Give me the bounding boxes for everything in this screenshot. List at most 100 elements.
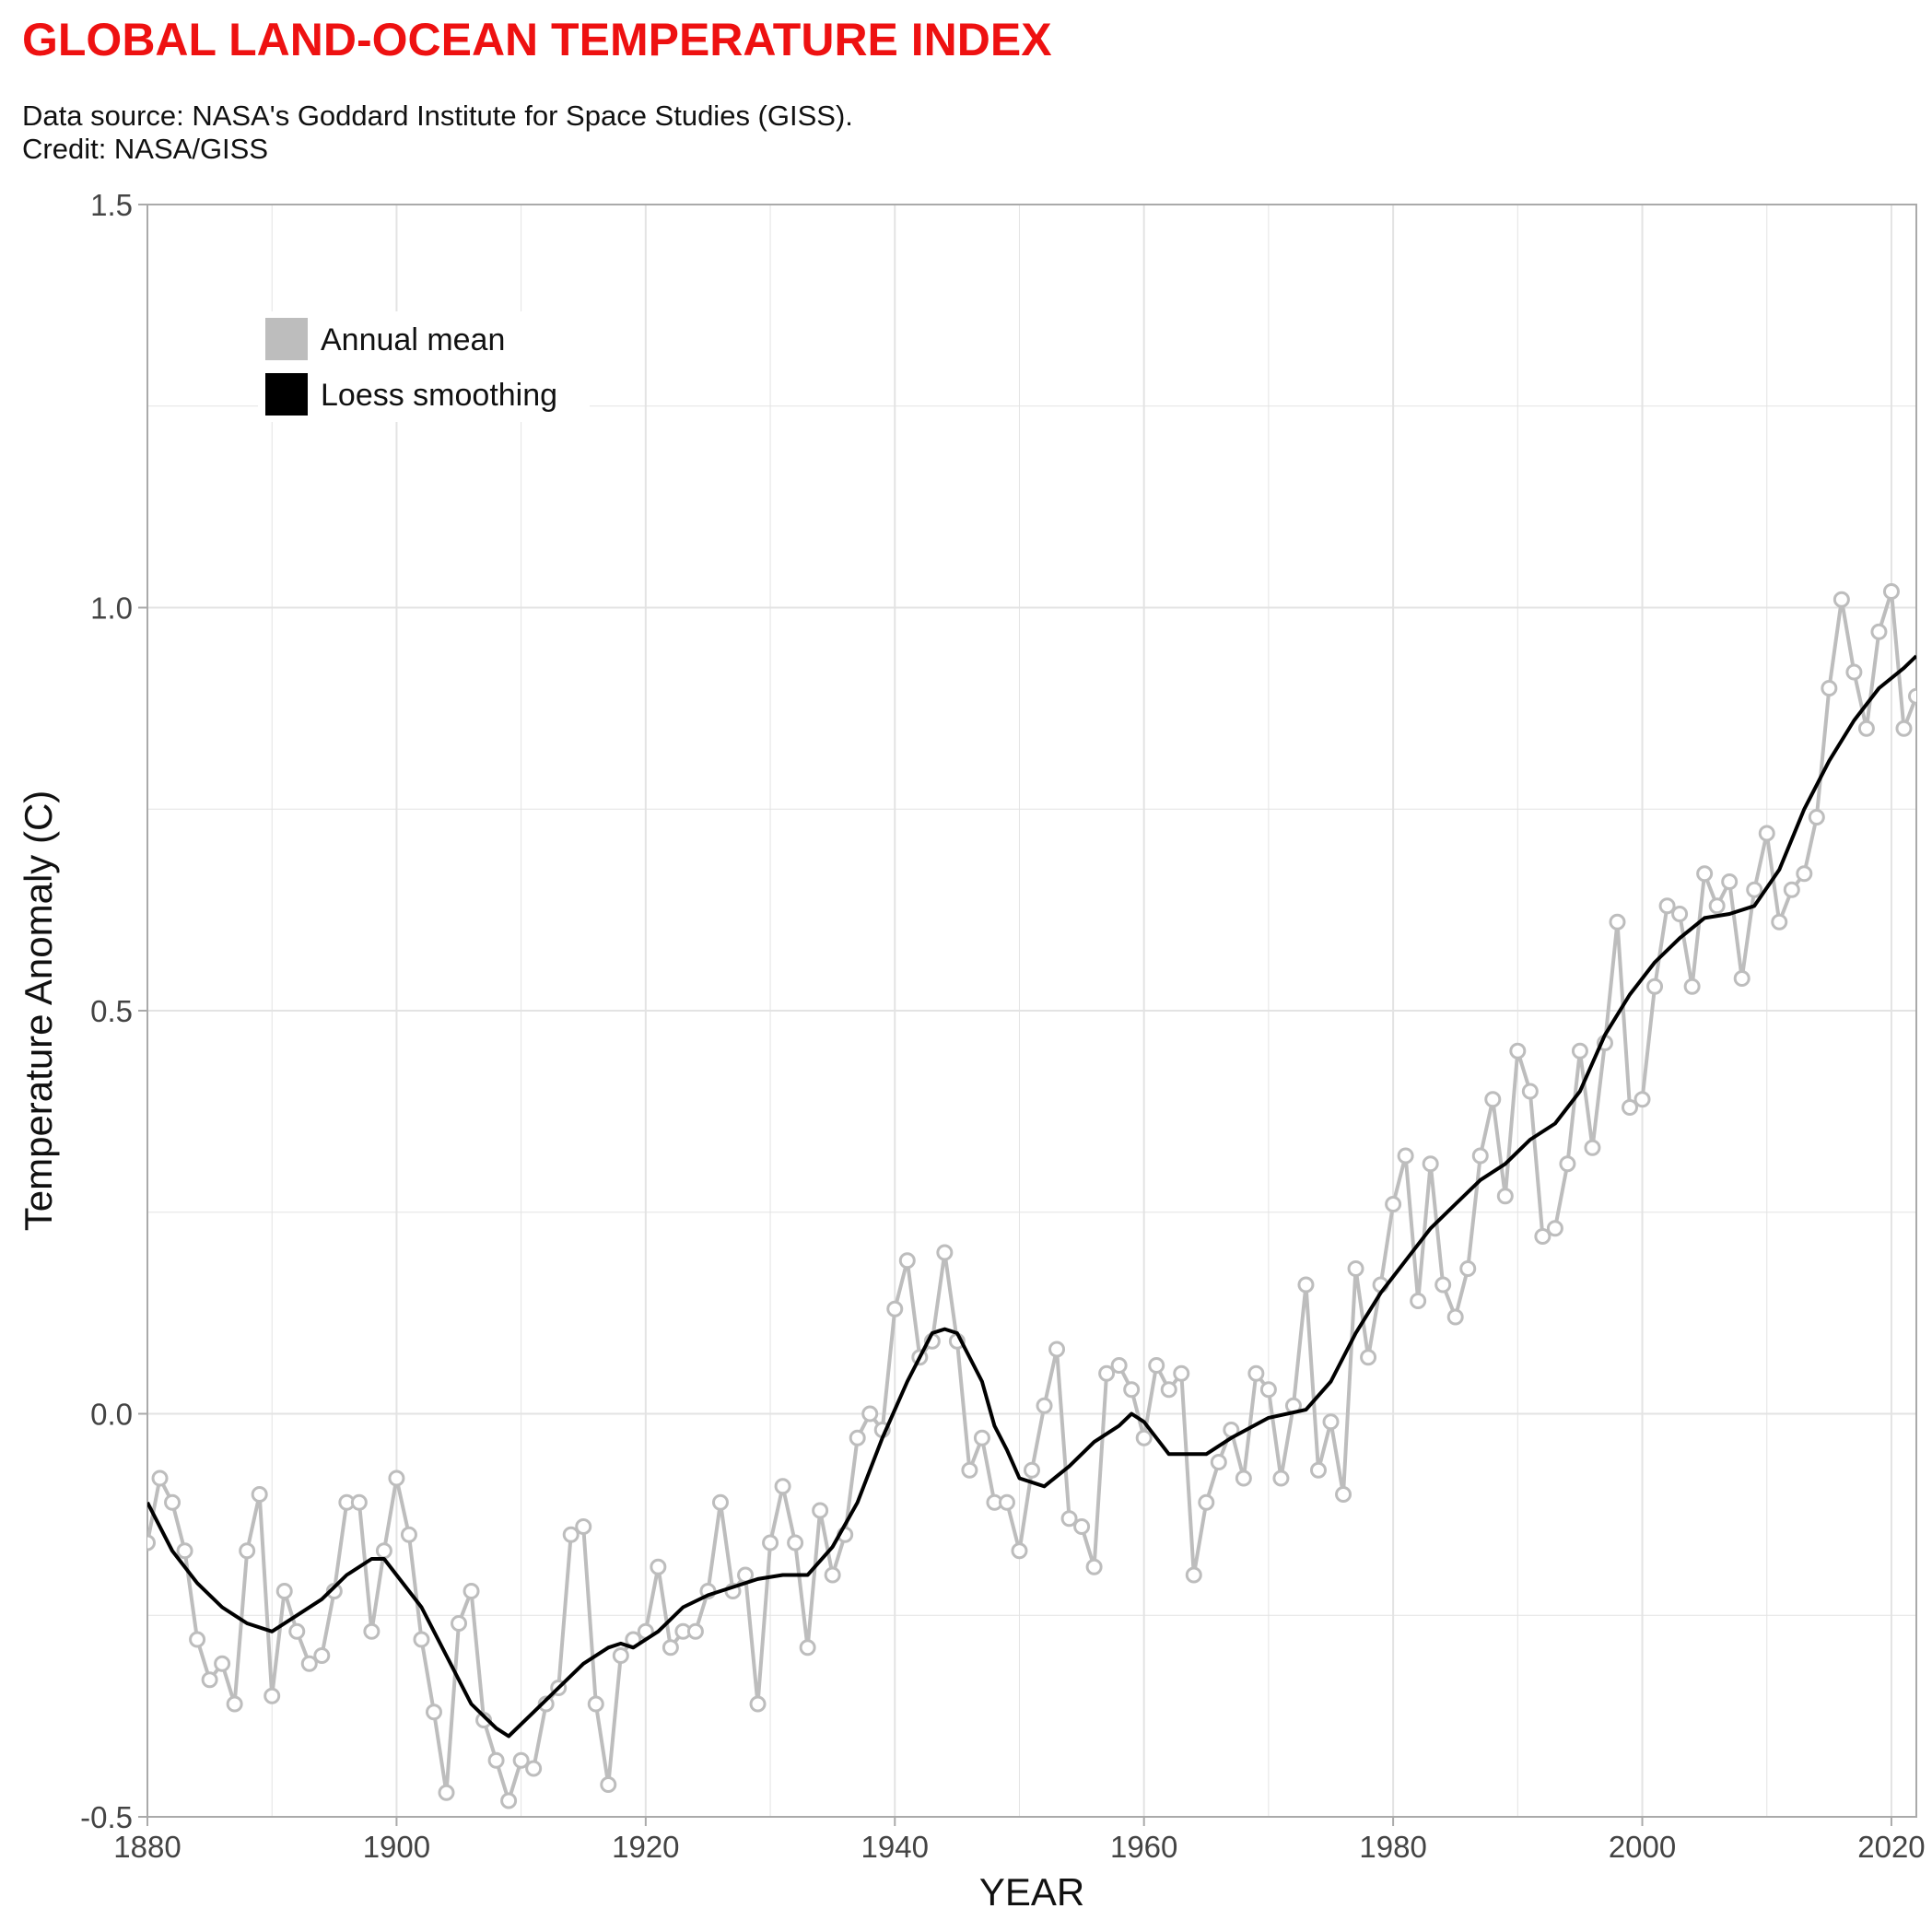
- x-axis-ticks: 1880 1900 1920 1940 1960 1980 2000 2020: [113, 1817, 1926, 1864]
- annual-mean-point: [973, 1429, 990, 1446]
- annual-mean-point: [1895, 720, 1913, 737]
- annual-mean-point: [1259, 1381, 1277, 1399]
- annual-mean-point: [1733, 970, 1751, 987]
- annual-mean-point: [998, 1493, 1015, 1511]
- annual-mean-point: [1024, 1461, 1040, 1479]
- x-tick-label: 1940: [861, 1830, 929, 1864]
- annual-mean-point: [151, 1469, 169, 1487]
- data-source-line: Data source: NASA's Goddard Institute fo…: [22, 100, 853, 132]
- annual-mean-point: [263, 1687, 281, 1704]
- annual-mean-point: [662, 1639, 679, 1657]
- annual-mean-point: [1385, 1196, 1402, 1212]
- annual-mean-point: [1036, 1397, 1053, 1414]
- annual-mean-point: [1459, 1260, 1477, 1277]
- annual-mean-point: [1135, 1429, 1153, 1446]
- annual-mean-point: [1434, 1276, 1452, 1294]
- x-tick-label: 2000: [1609, 1830, 1676, 1864]
- annual-mean-point: [1073, 1518, 1091, 1535]
- annual-mean-point: [1796, 865, 1813, 883]
- annual-mean-point: [1584, 1139, 1601, 1156]
- annual-mean-point: [1534, 1228, 1551, 1245]
- annual-mean-point: [1808, 809, 1825, 825]
- annual-mean-point: [650, 1558, 667, 1575]
- annual-mean-point: [1335, 1486, 1352, 1503]
- annual-mean-point: [1821, 680, 1838, 697]
- annual-mean-point: [1609, 913, 1626, 931]
- annual-mean-point: [214, 1655, 231, 1672]
- annual-mean-point: [1671, 906, 1689, 922]
- annual-mean-point: [1521, 1083, 1539, 1100]
- annual-mean-point: [1633, 1091, 1651, 1108]
- annual-mean-point: [1235, 1469, 1252, 1487]
- annual-mean-point: [1882, 583, 1900, 600]
- annual-mean-point: [1309, 1461, 1327, 1479]
- annual-mean-point: [600, 1776, 617, 1793]
- annual-mean-point: [1048, 1341, 1066, 1358]
- annual-mean-point: [1160, 1381, 1177, 1399]
- annual-mean-point: [275, 1583, 293, 1599]
- annual-mean-point: [176, 1542, 193, 1560]
- annual-mean-point: [363, 1622, 381, 1640]
- annual-mean-point: [1658, 897, 1676, 915]
- annual-mean-point: [239, 1542, 256, 1560]
- annual-mean-point: [1123, 1381, 1141, 1399]
- annual-mean-point: [812, 1502, 829, 1519]
- chart-title: GLOBAL LAND-OCEAN TEMPERATURE INDEX: [22, 14, 1052, 65]
- annual-mean-point: [525, 1760, 543, 1777]
- annual-mean-point: [475, 1712, 493, 1728]
- annual-mean-point: [824, 1566, 841, 1584]
- y-tick-label: -0.5: [80, 1800, 133, 1834]
- annual-mean-point: [886, 1300, 904, 1317]
- loess-smoothing-line: [147, 654, 1916, 1739]
- annual-mean-point: [463, 1583, 480, 1599]
- annual-mean-point: [1272, 1469, 1290, 1487]
- annual-mean-point: [1360, 1349, 1377, 1366]
- annual-mean-point: [799, 1639, 816, 1657]
- annual-mean-point: [413, 1631, 430, 1648]
- annual-mean-point: [1471, 1147, 1489, 1165]
- annual-mean-point: [288, 1622, 306, 1640]
- y-axis-title: Temperature Anomaly (C): [17, 790, 60, 1232]
- annual-mean-point: [936, 1244, 954, 1261]
- annual-mean-point: [1347, 1260, 1364, 1277]
- x-axis-title: YEAR: [979, 1870, 1084, 1914]
- annual-mean-point: [1011, 1542, 1028, 1560]
- annual-mean-point: [686, 1622, 704, 1640]
- annual-mean-point: [1446, 1308, 1464, 1326]
- annual-mean-point: [1210, 1454, 1227, 1470]
- chart-subtitle: Data source: NASA's Goddard Institute fo…: [22, 100, 853, 166]
- x-tick-label: 1920: [612, 1830, 679, 1864]
- annual-mean-point: [1322, 1413, 1340, 1431]
- annual-mean-point: [425, 1704, 442, 1721]
- legend: Annual mean Loess smoothing: [258, 311, 590, 422]
- legend-label-annual-mean: Annual mean: [321, 322, 505, 357]
- annual-mean-point: [300, 1655, 318, 1672]
- annual-mean-point: [251, 1486, 268, 1503]
- annual-mean-point: [147, 1534, 156, 1551]
- annual-mean-point: [749, 1695, 767, 1713]
- annual-mean-point: [961, 1461, 978, 1479]
- y-tick-label: 1.0: [90, 591, 133, 626]
- x-tick-label: 1900: [363, 1830, 430, 1864]
- annual-mean-point: [1559, 1155, 1576, 1173]
- annual-mean-point: [1832, 591, 1850, 608]
- annual-mean-point: [1783, 881, 1800, 898]
- legend-background: [258, 311, 590, 422]
- annual-mean-point: [1060, 1510, 1078, 1528]
- annual-mean-point: [1746, 881, 1763, 898]
- legend-swatch-annual-mean: [265, 318, 308, 360]
- annual-mean-point: [711, 1493, 729, 1511]
- annual-mean-point: [1198, 1493, 1215, 1511]
- x-tick-label: 1960: [1110, 1830, 1177, 1864]
- x-tick-label: 1880: [113, 1830, 181, 1864]
- annual-mean-point: [1496, 1188, 1514, 1205]
- annual-mean-point: [1484, 1091, 1502, 1108]
- annual-mean-point: [1397, 1147, 1414, 1165]
- legend-label-loess-smoothing: Loess smoothing: [321, 378, 557, 413]
- annual-mean-point: [1085, 1558, 1103, 1575]
- legend-swatch-loess-smoothing: [265, 373, 308, 416]
- annual-mean-point: [774, 1478, 791, 1495]
- y-tick-label: 0.0: [90, 1398, 133, 1432]
- annual-mean-point: [537, 1695, 555, 1713]
- annual-mean-point: [1297, 1276, 1315, 1294]
